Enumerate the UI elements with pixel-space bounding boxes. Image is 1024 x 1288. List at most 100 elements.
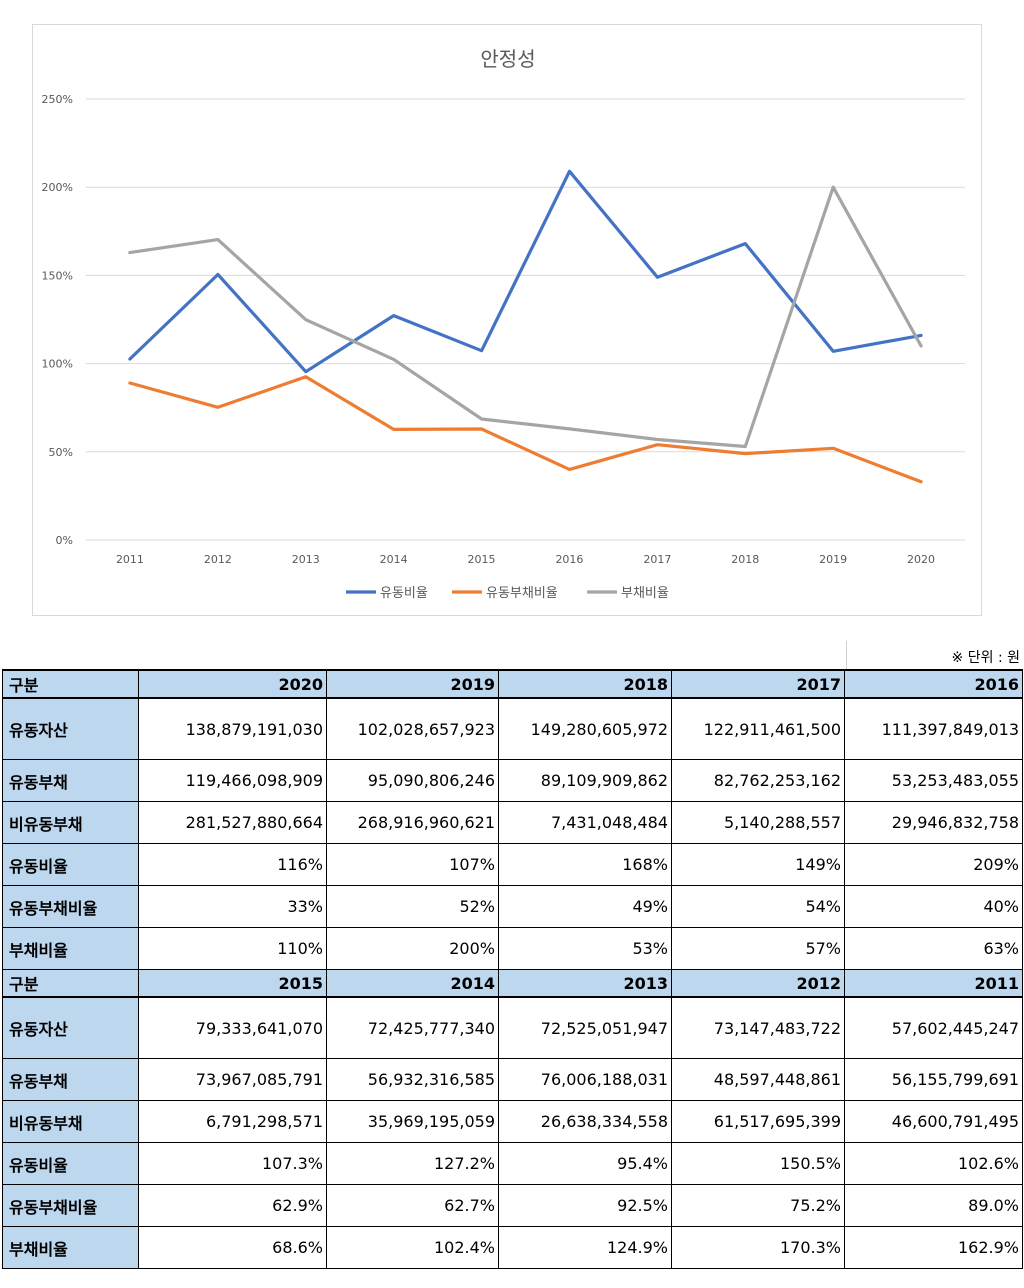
header-label: 구분 <box>2 969 139 998</box>
x-tick-label: 2013 <box>292 553 320 566</box>
table-cell: 268,916,960,621 <box>326 801 499 844</box>
table-cell: 149,280,605,972 <box>498 697 672 760</box>
table-cell: 138,879,191,030 <box>138 697 327 760</box>
table-cell: 63% <box>844 927 1023 970</box>
year-header: 2020 <box>138 669 327 699</box>
table-cell: 95,090,806,246 <box>326 759 499 802</box>
table-row: 유동자산 79,333,641,070 72,425,777,340 72,525,0… <box>2 996 1023 1059</box>
y-tick-label: 150% <box>42 269 73 282</box>
table-cell: 281,527,880,664 <box>138 801 327 844</box>
table-cell: 92.5% <box>498 1184 672 1227</box>
table-cell: 124.9% <box>498 1226 672 1269</box>
table-cell: 61,517,695,399 <box>671 1100 845 1143</box>
legend-label: 유동부채비율 <box>486 586 558 601</box>
table-cell: 82,762,253,162 <box>671 759 845 802</box>
table-cell: 107% <box>326 843 499 886</box>
row-label: 비유동부채 <box>2 801 139 844</box>
x-tick-label: 2011 <box>116 553 144 566</box>
row-label: 유동부채비율 <box>2 1184 139 1227</box>
table-cell: 95.4% <box>498 1142 672 1185</box>
unit-row: ※ 단위 : 원 <box>0 641 1024 669</box>
x-tick-label: 2016 <box>555 553 583 566</box>
table-row: 부채비율 68.6% 102.4% 124.9% 170.3% 162.9% <box>2 1226 1023 1269</box>
table-cell: 73,147,483,722 <box>671 996 845 1059</box>
table-cell: 209% <box>844 843 1023 886</box>
table-cell: 56,932,316,585 <box>326 1058 499 1101</box>
data-table-area: ※ 단위 : 원 구분 2020 2019 2018 2017 2016 유동자산 138,8… <box>0 641 1024 1269</box>
year-header: 2018 <box>498 669 672 699</box>
y-tick-label: 100% <box>42 358 73 371</box>
header-label: 구분 <box>2 669 139 699</box>
year-header: 2014 <box>326 969 499 998</box>
x-tick-label: 2019 <box>819 553 847 566</box>
table-row: 유동부채 119,466,098,909 95,090,806,246 89,109,… <box>2 759 1023 802</box>
table-cell: 89.0% <box>844 1184 1023 1227</box>
chart-frame <box>32 24 982 616</box>
financial-table: 구분 2020 2019 2018 2017 2016 유동자산 138,879,191,03… <box>2 669 1023 1269</box>
row-label: 유동부채 <box>2 1058 139 1101</box>
table-cell: 35,969,195,059 <box>326 1100 499 1143</box>
row-label: 유동비율 <box>2 843 139 886</box>
chart-title: 안정성 <box>480 47 535 71</box>
year-header: 2016 <box>844 669 1023 699</box>
table-cell: 102.6% <box>844 1142 1023 1185</box>
table-cell: 72,425,777,340 <box>326 996 499 1059</box>
table-cell: 68.6% <box>138 1226 327 1269</box>
table-cell: 62.7% <box>326 1184 499 1227</box>
year-header: 2017 <box>671 669 845 699</box>
table-cell: 40% <box>844 885 1023 928</box>
table-row: 유동비율 107.3% 127.2% 95.4% 150.5% 102.6% <box>2 1142 1023 1185</box>
table-cell: 122,911,461,500 <box>671 697 845 760</box>
table-cell: 110% <box>138 927 327 970</box>
year-header: 2012 <box>671 969 845 998</box>
table-cell: 72,525,051,947 <box>498 996 672 1059</box>
unit-cell-border <box>846 641 847 669</box>
chart-area: 안정성 0% 50% 100% 150% 200% 250% 2011 2012 2013 2014… <box>0 0 1024 640</box>
table-cell: 54% <box>671 885 845 928</box>
x-tick-label: 2018 <box>731 553 759 566</box>
table-cell: 89,109,909,862 <box>498 759 672 802</box>
y-tick-label: 250% <box>42 93 73 106</box>
row-label: 유동비율 <box>2 1142 139 1185</box>
table-cell: 162.9% <box>844 1226 1023 1269</box>
table-cell: 26,638,334,558 <box>498 1100 672 1143</box>
table-cell: 75.2% <box>671 1184 845 1227</box>
x-tick-label: 2020 <box>907 553 935 566</box>
series-line-1 <box>128 169 923 374</box>
table-cell: 116% <box>138 843 327 886</box>
year-header: 2013 <box>498 969 672 998</box>
row-label: 부채비율 <box>2 1226 139 1269</box>
table-cell: 149% <box>671 843 845 886</box>
row-label: 유동부채 <box>2 759 139 802</box>
table-row: 유동부채비율 33% 52% 49% 54% 40% <box>2 885 1023 928</box>
line-chart: 안정성 0% 50% 100% 150% 200% 250% 2011 2012 2013 2014… <box>42 47 965 601</box>
table-cell: 56,155,799,691 <box>844 1058 1023 1101</box>
year-header: 2011 <box>844 969 1023 998</box>
table-cell: 119,466,098,909 <box>138 759 327 802</box>
unit-note: ※ 단위 : 원 <box>951 650 1020 666</box>
table-cell: 170.3% <box>671 1226 845 1269</box>
table-cell: 33% <box>138 885 327 928</box>
x-tick-label: 2015 <box>468 553 496 566</box>
table-cell: 102,028,657,923 <box>326 697 499 760</box>
table-row: 유동비율 116% 107% 168% 149% 209% <box>2 843 1023 886</box>
table-cell: 200% <box>326 927 499 970</box>
table-cell: 107.3% <box>138 1142 327 1185</box>
table-cell: 57,602,445,247 <box>844 996 1023 1059</box>
table-cell: 53,253,483,055 <box>844 759 1023 802</box>
row-label: 유동자산 <box>2 697 139 760</box>
table-cell: 46,600,791,495 <box>844 1100 1023 1143</box>
table-cell: 76,006,188,031 <box>498 1058 672 1101</box>
table-header-row: 구분 2015 2014 2013 2012 2011 <box>2 969 1023 998</box>
table-cell: 111,397,849,013 <box>844 697 1023 760</box>
legend-label: 부채비율 <box>621 586 669 601</box>
table-cell: 102.4% <box>326 1226 499 1269</box>
table-cell: 127.2% <box>326 1142 499 1185</box>
table-cell: 29,946,832,758 <box>844 801 1023 844</box>
table-row: 유동부채비율 62.9% 62.7% 92.5% 75.2% 89.0% <box>2 1184 1023 1227</box>
year-header: 2015 <box>138 969 327 998</box>
series-line-2 <box>128 375 923 484</box>
y-tick-label: 50% <box>49 446 73 459</box>
table-cell: 6,791,298,571 <box>138 1100 327 1143</box>
x-tick-label: 2012 <box>204 553 232 566</box>
